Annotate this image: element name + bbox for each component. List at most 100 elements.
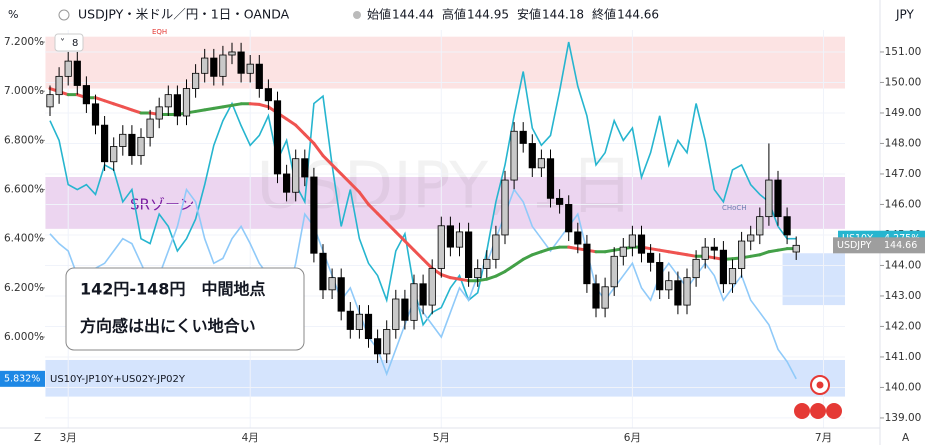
moving-average: [130, 108, 143, 115]
zone: [45, 36, 845, 89]
candle-body: [255, 63, 263, 89]
series-value: 5.832%: [4, 373, 40, 384]
candle-body: [228, 51, 236, 56]
moving-average: [212, 105, 225, 110]
moving-average: [194, 108, 207, 113]
moving-average: [257, 102, 270, 109]
moving-average: [348, 181, 361, 194]
candle-body: [628, 234, 637, 248]
candle-body: [738, 240, 746, 269]
moving-average: [385, 221, 398, 234]
moving-average: [412, 248, 425, 261]
moving-average: [649, 247, 662, 252]
candle-body: [310, 176, 318, 254]
y2-tick-label: 6.600%: [4, 184, 44, 196]
candle-body: [747, 234, 755, 242]
moving-average: [521, 253, 534, 261]
candle-body: [155, 106, 163, 120]
moving-average: [330, 163, 343, 176]
currency: JPY: [895, 8, 915, 22]
ohlc-value: 144.95: [467, 8, 509, 22]
ohlc-label: 終値: [592, 7, 616, 22]
y-tick-label: 146.00: [885, 198, 922, 210]
event-flag[interactable]: [810, 403, 826, 419]
event-flag[interactable]: [826, 403, 842, 419]
moving-average: [539, 247, 552, 254]
moving-average: [439, 273, 452, 280]
moving-average: [667, 250, 680, 255]
moving-average: [339, 172, 352, 185]
candle-body: [237, 51, 245, 74]
candle-body: [774, 179, 782, 218]
moving-average: [676, 251, 689, 257]
choch-label: CHoCH: [722, 204, 747, 212]
symbol-icon[interactable]: [58, 9, 70, 21]
y-tick-label: 143.00: [885, 290, 922, 302]
candle-body: [292, 158, 300, 193]
x-tick-label: 5月: [433, 432, 450, 444]
moving-average: [494, 270, 507, 278]
candle-body: [210, 57, 218, 77]
candle-body: [710, 246, 718, 251]
candle-body: [783, 216, 791, 236]
y-tick-label: 149.00: [885, 107, 922, 119]
price-label-name: USDJPY: [837, 240, 872, 251]
moving-average: [448, 276, 461, 281]
moving-average: [503, 263, 516, 274]
corner-left: Z: [34, 432, 41, 444]
indicator-toggle[interactable]: [54, 33, 84, 52]
candle-body: [373, 338, 382, 355]
moving-average: [221, 103, 234, 109]
candle-body: [792, 244, 800, 253]
candle-body: [219, 54, 227, 77]
moving-average: [485, 274, 498, 281]
candle-body: [401, 298, 409, 321]
moving-average: [112, 102, 125, 109]
moving-average: [776, 247, 789, 252]
candle-body: [82, 85, 90, 105]
candle-body: [574, 231, 582, 245]
moving-average: [458, 277, 471, 283]
moving-average: [749, 253, 762, 258]
moving-average: [403, 239, 416, 252]
candle-body: [701, 246, 709, 260]
candle-body: [483, 258, 491, 269]
candle-body: [728, 268, 737, 285]
candle-body: [392, 298, 400, 330]
candle-body: [164, 94, 172, 108]
moving-average: [103, 99, 116, 106]
x-tick-label: 7月: [815, 432, 832, 444]
moving-average: [230, 102, 243, 107]
candle-body: [119, 133, 127, 147]
zone: [45, 359, 845, 397]
header-title: USDJPY・米ドル／円・1日・OANDA: [78, 7, 290, 22]
candle-body: [756, 216, 764, 236]
annotation-box: [65, 267, 305, 351]
candle-body: [592, 283, 600, 309]
x-tick-label: 6月: [624, 432, 641, 444]
moving-average: [758, 250, 771, 257]
candle-body: [346, 310, 354, 330]
y-tick-label: 151.00: [885, 46, 922, 58]
moving-average: [367, 202, 380, 216]
y-tick-label: 150.00: [885, 76, 922, 88]
candle-body: [101, 124, 109, 163]
candle-body: [692, 258, 700, 279]
indicator-count: 8: [72, 38, 78, 49]
moving-average: [285, 117, 298, 127]
candle-body: [546, 158, 555, 199]
candle-body: [73, 60, 81, 86]
candle-body: [328, 277, 336, 291]
moving-average: [476, 277, 489, 283]
candle-body: [501, 179, 509, 236]
y-tick-label: 139.00: [885, 412, 922, 424]
candle-body: [610, 255, 618, 288]
candle-body: [601, 286, 609, 309]
header-bar: [0, 0, 925, 28]
event-flag[interactable]: [794, 403, 810, 419]
candle-body: [264, 88, 273, 102]
moving-average: [394, 230, 407, 243]
x-tick-label: 4月: [242, 432, 259, 444]
